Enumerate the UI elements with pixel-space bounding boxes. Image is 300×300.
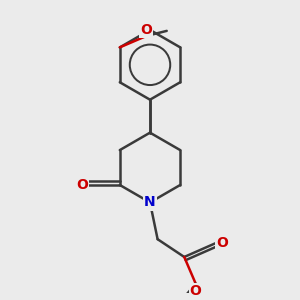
Text: N: N [144, 195, 156, 209]
Text: O: O [216, 236, 228, 250]
Text: O: O [76, 178, 88, 192]
Text: O: O [190, 284, 202, 298]
Text: O: O [140, 22, 152, 37]
